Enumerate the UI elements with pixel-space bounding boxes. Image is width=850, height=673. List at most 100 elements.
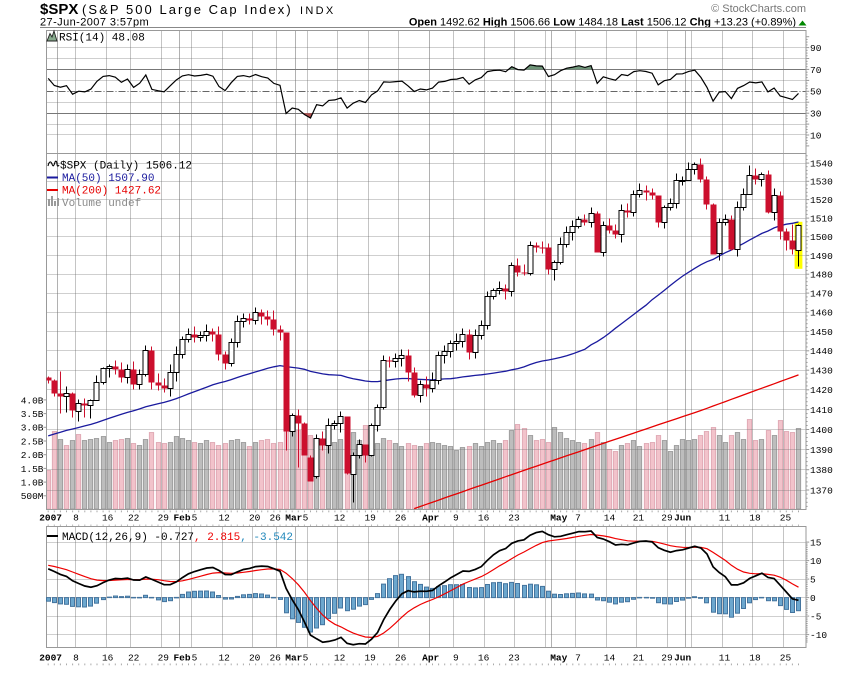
svg-text:20: 20 (249, 513, 261, 524)
svg-text:14: 14 (604, 653, 616, 664)
svg-text:26: 26 (395, 653, 407, 664)
svg-text:9: 9 (453, 653, 459, 664)
svg-text:1480: 1480 (810, 270, 833, 281)
svg-text:22: 22 (128, 653, 140, 664)
svg-text:MA(50) 1507.90: MA(50) 1507.90 (62, 173, 154, 185)
svg-text:Jun: Jun (674, 653, 691, 664)
svg-text:11: 11 (719, 513, 731, 524)
svg-text:19: 19 (364, 513, 376, 524)
svg-text:Volume undef: Volume undef (62, 198, 141, 210)
svg-text:22: 22 (128, 513, 140, 524)
svg-text:26: 26 (269, 513, 281, 524)
svg-text:12: 12 (218, 653, 230, 664)
svg-text:INDX: INDX (300, 5, 335, 17)
svg-text:Feb: Feb (173, 513, 190, 524)
svg-text:-5: -5 (810, 612, 822, 623)
svg-text:2007: 2007 (39, 513, 62, 524)
svg-text:May: May (550, 653, 567, 664)
svg-text:16: 16 (478, 653, 490, 664)
svg-text:10: 10 (810, 130, 822, 141)
svg-text:1390: 1390 (810, 445, 833, 456)
svg-text:29: 29 (661, 513, 673, 524)
svg-text:11: 11 (719, 653, 731, 664)
svg-text:1400: 1400 (810, 425, 833, 436)
svg-text:26: 26 (269, 653, 281, 664)
svg-text:1380: 1380 (810, 465, 833, 476)
svg-text:1450: 1450 (810, 327, 833, 338)
svg-text:8: 8 (73, 513, 79, 524)
svg-text:5: 5 (810, 575, 816, 586)
svg-text:Feb: Feb (173, 653, 190, 664)
svg-text:23: 23 (508, 653, 520, 664)
svg-text:5: 5 (192, 513, 198, 524)
svg-text:0: 0 (810, 593, 816, 604)
svg-text:MACD(12,26,9) -0.727: MACD(12,26,9) -0.727 (62, 532, 194, 544)
svg-text:Jun: Jun (674, 513, 691, 524)
svg-text:16: 16 (102, 653, 114, 664)
svg-text:1500: 1500 (810, 232, 833, 243)
svg-text:70: 70 (810, 65, 822, 76)
svg-text:1.0B: 1.0B (21, 478, 44, 489)
svg-text:4.0B: 4.0B (21, 395, 44, 406)
svg-text:3.5B: 3.5B (21, 409, 44, 420)
svg-text:21: 21 (633, 653, 645, 664)
svg-text:19: 19 (364, 653, 376, 664)
svg-text:7: 7 (575, 653, 581, 664)
svg-text:25: 25 (780, 653, 792, 664)
svg-text:Mar: Mar (285, 653, 302, 664)
svg-text:2.5B: 2.5B (21, 436, 44, 447)
svg-text:8: 8 (73, 653, 79, 664)
svg-text:12: 12 (218, 513, 230, 524)
svg-text:16: 16 (102, 513, 114, 524)
svg-text:23: 23 (508, 513, 520, 524)
svg-text:15: 15 (810, 538, 822, 549)
svg-text:2007: 2007 (39, 653, 62, 664)
svg-text:29: 29 (661, 653, 673, 664)
svg-text:(S&P 500 Large Cap Index): (S&P 500 Large Cap Index) (82, 2, 293, 17)
svg-text:12: 12 (334, 653, 346, 664)
svg-text:27-Jun-2007 3:57pm: 27-Jun-2007 3:57pm (40, 17, 149, 29)
svg-text:30: 30 (810, 109, 822, 120)
svg-text:1490: 1490 (810, 251, 833, 262)
svg-text:12: 12 (334, 513, 346, 524)
svg-text:© StockCharts.com: © StockCharts.com (711, 3, 806, 15)
svg-text:1410: 1410 (810, 405, 833, 416)
svg-text:20: 20 (249, 653, 261, 664)
svg-text:-10: -10 (810, 630, 827, 641)
svg-text:18: 18 (749, 653, 761, 664)
svg-text:1.5B: 1.5B (21, 464, 44, 475)
svg-text:1430: 1430 (810, 366, 833, 377)
svg-text:18: 18 (749, 513, 761, 524)
svg-text:1470: 1470 (810, 289, 833, 300)
svg-text:$SPX (Daily) 1506.12: $SPX (Daily) 1506.12 (60, 161, 192, 173)
svg-text:5: 5 (192, 653, 198, 664)
svg-text:1370: 1370 (810, 485, 833, 496)
svg-text:14: 14 (604, 513, 616, 524)
svg-text:RSI(14) 48.08: RSI(14) 48.08 (59, 33, 145, 45)
svg-text:$SPX: $SPX (40, 1, 78, 18)
svg-text:Mar: Mar (285, 513, 302, 524)
svg-text:21: 21 (633, 513, 645, 524)
svg-text:26: 26 (395, 513, 407, 524)
svg-text:9: 9 (453, 513, 459, 524)
svg-text:5: 5 (303, 653, 309, 664)
svg-text:, -3.542: , -3.542 (240, 532, 293, 544)
svg-text:, 2.815: , 2.815 (194, 532, 240, 544)
svg-text:29: 29 (158, 513, 170, 524)
svg-text:Apr: Apr (422, 653, 439, 664)
svg-text:29: 29 (158, 653, 170, 664)
svg-text:16: 16 (478, 513, 490, 524)
svg-text:1460: 1460 (810, 308, 833, 319)
svg-text:May: May (550, 513, 567, 524)
svg-text:500M: 500M (21, 491, 44, 502)
svg-text:90: 90 (810, 43, 822, 54)
svg-text:5: 5 (303, 513, 309, 524)
svg-text:Apr: Apr (422, 513, 439, 524)
svg-text:50: 50 (810, 87, 822, 98)
svg-text:1530: 1530 (810, 177, 833, 188)
svg-text:1440: 1440 (810, 346, 833, 357)
svg-text:MA(200) 1427.62: MA(200) 1427.62 (62, 186, 161, 198)
svg-text:3.0B: 3.0B (21, 423, 44, 434)
svg-text:2.0B: 2.0B (21, 450, 44, 461)
svg-text:10: 10 (810, 556, 822, 567)
